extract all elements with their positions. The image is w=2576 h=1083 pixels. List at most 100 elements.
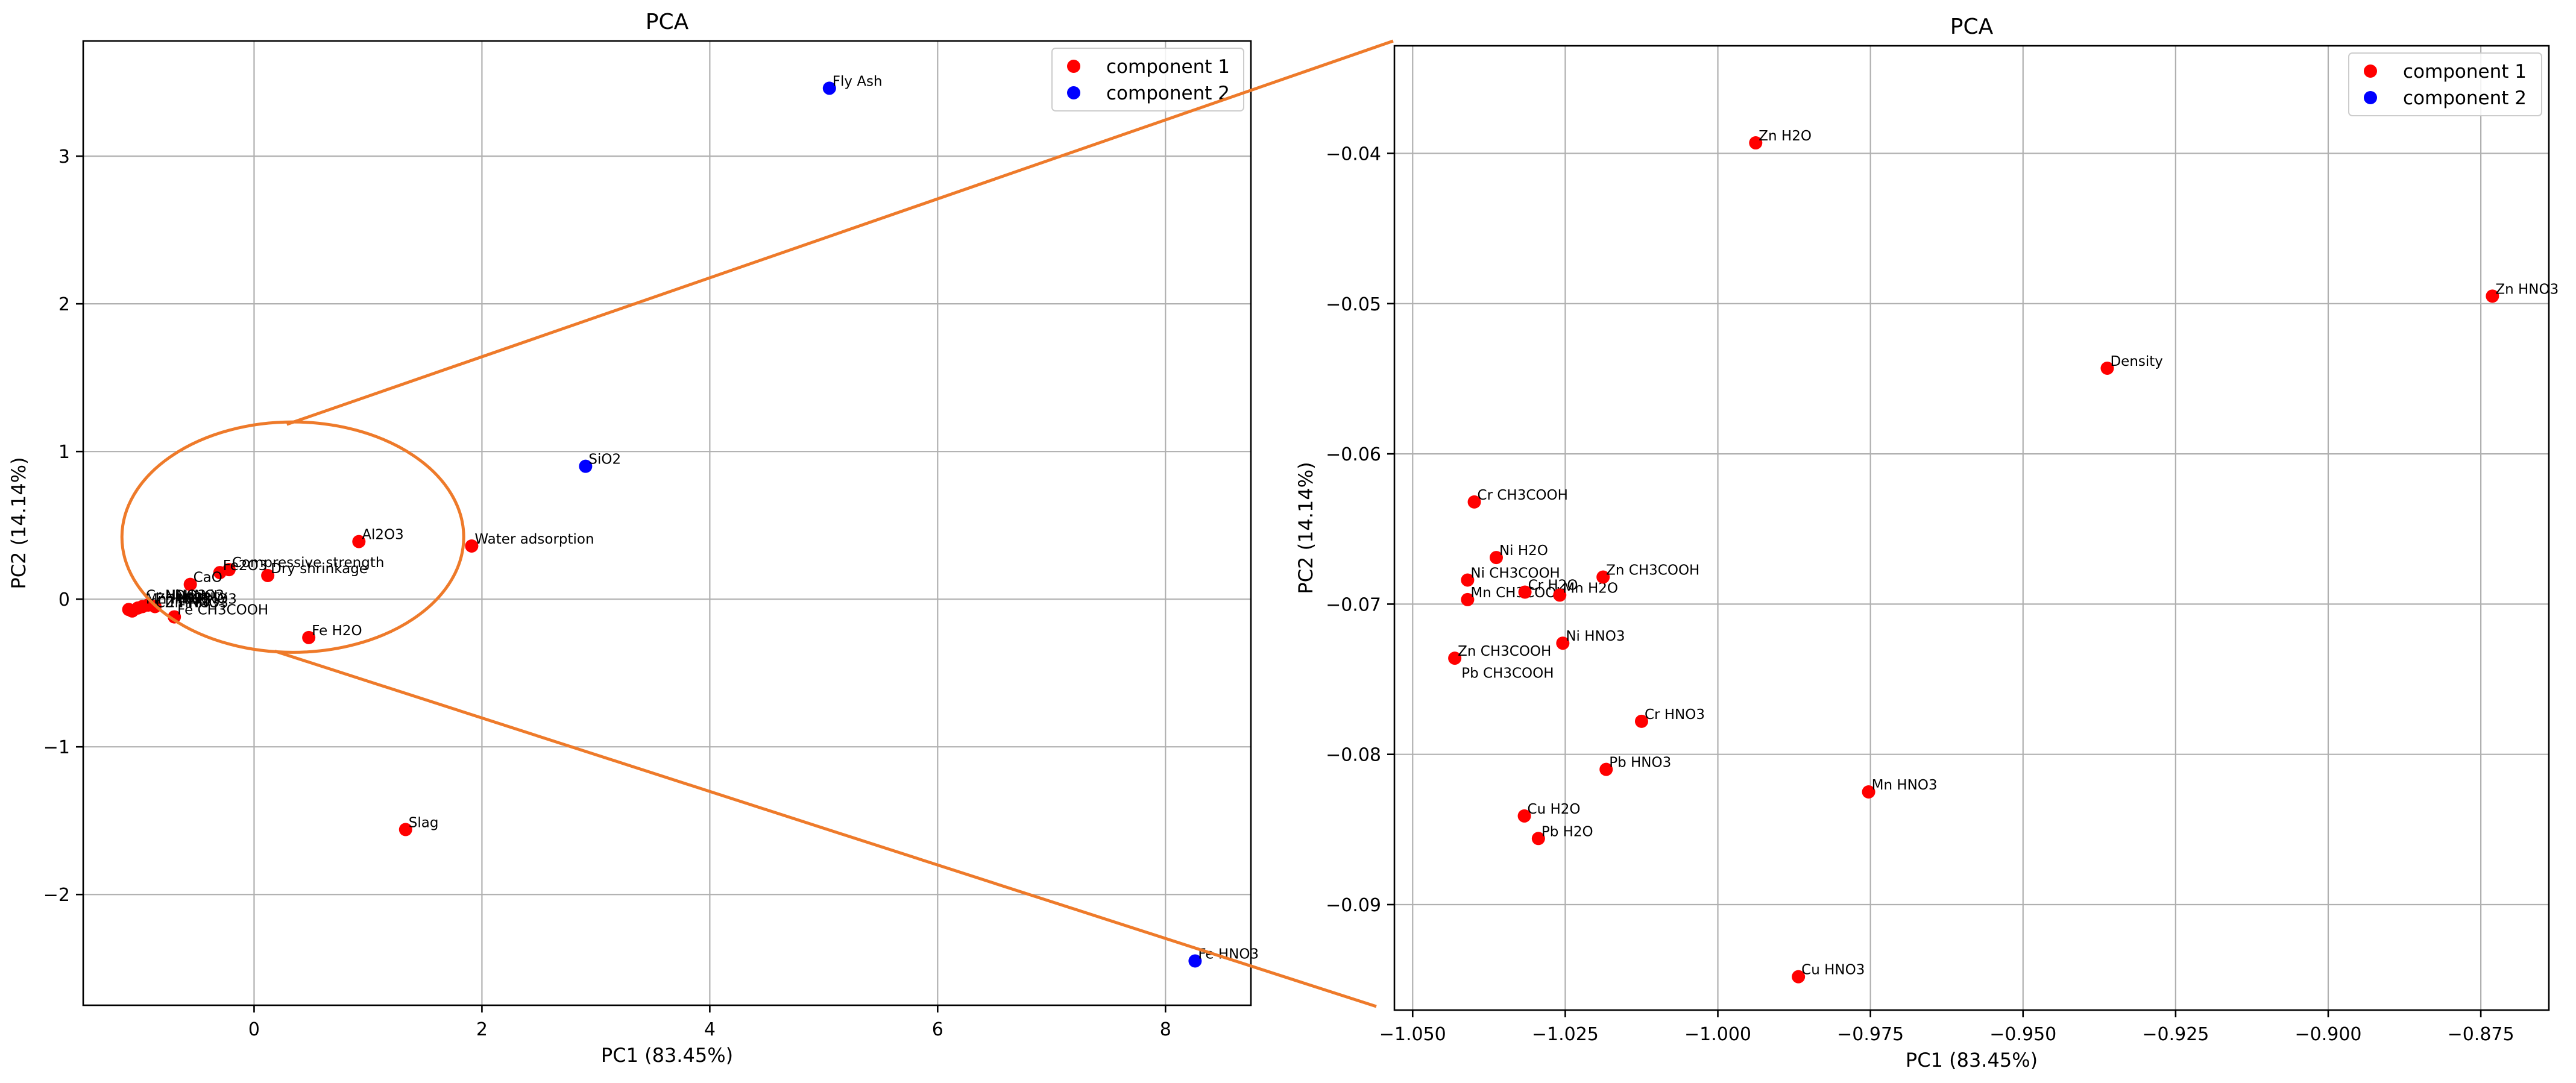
x-tick-label: 0 <box>248 1019 260 1040</box>
y-tick-label: −0.08 <box>1326 745 1381 766</box>
point-label: Mn H2O <box>1563 580 1618 596</box>
point-label: Cr H2O <box>1528 577 1578 593</box>
legend-label: component 1 <box>1106 56 1230 78</box>
data-point <box>168 610 181 624</box>
x-tick-label: −0.900 <box>2294 1024 2361 1045</box>
y-tick-label: −0.07 <box>1326 594 1381 615</box>
data-point <box>1448 651 1462 665</box>
y-tick-label: 1 <box>58 442 70 463</box>
cluster-point-label: Pb HNO3 <box>175 591 237 607</box>
x-tick-label: −0.875 <box>2448 1024 2515 1045</box>
x-tick-label: 8 <box>1160 1019 1171 1040</box>
data-point <box>1596 570 1610 584</box>
point-label: Fly Ash <box>833 74 883 89</box>
data-point <box>261 568 275 582</box>
data-point <box>1467 495 1481 509</box>
plot-area-frame <box>1393 45 2550 1011</box>
data-point <box>2100 361 2114 375</box>
data-point <box>1792 970 1806 984</box>
point-label: Cu HNO3 <box>1801 962 1865 978</box>
x-tick-label: 4 <box>704 1019 716 1040</box>
point-label: Cr HNO3 <box>1645 707 1705 723</box>
data-point <box>2486 289 2499 303</box>
cluster-point-label: Cu HNO3 <box>156 595 219 611</box>
cluster-point-label: Ni HNO3 <box>165 588 224 603</box>
point-label: Water adsorption <box>474 532 594 547</box>
point-label: CaO <box>194 570 222 586</box>
legend: component 1 component 2 <box>2348 52 2542 116</box>
y-tick-label: −1 <box>43 737 70 758</box>
data-point <box>183 577 197 591</box>
point-label: Zn CH3COOH <box>1606 563 1699 579</box>
point-label: Ni CH3COOH <box>1470 566 1560 582</box>
point-label: Al2O3 <box>362 527 404 543</box>
zoom-connector-bottom <box>274 650 1377 1008</box>
zoom-connector-top <box>286 39 1394 426</box>
y-tick-label: 0 <box>58 589 70 611</box>
data-point <box>1188 954 1202 968</box>
y-tick-label: −0.09 <box>1326 895 1381 916</box>
x-tick-label: −0.975 <box>1837 1024 1904 1045</box>
point-label: Cu H2O <box>1528 802 1581 817</box>
legend-box <box>1051 48 1244 111</box>
y-axis-label: PC2 (14.14%) <box>1294 462 1317 594</box>
chart-panel-1: 0 2 4 6 8 −2 −1 0 1 2 3 PCA PC1 (83.45%) PC2 (14.14%)… <box>7 10 1259 1067</box>
data-point <box>822 81 836 95</box>
legend: component 1 component 2 <box>1051 48 1244 111</box>
chart-title: PCA <box>1950 14 1994 39</box>
x-axis-label: PC1 (83.45%) <box>1906 1049 2038 1072</box>
legend-marker <box>2364 91 2377 104</box>
data-point <box>465 539 479 553</box>
data-point <box>1461 573 1475 587</box>
legend-marker <box>1067 86 1080 99</box>
point-label: Fe CH3COOH <box>177 603 268 618</box>
data-point <box>1556 636 1570 650</box>
zoom-ellipse <box>120 420 465 654</box>
plot-area-frame <box>82 40 1252 1006</box>
data-point <box>1749 136 1763 150</box>
legend-label: component 1 <box>2403 61 2527 83</box>
chart-panel-2: −1.050 −1.025 −1.000 −0.975 −0.950 −0.925 −0.9… <box>1294 14 2559 1072</box>
point-label: Density <box>2110 354 2162 369</box>
x-tick-label: −1.050 <box>1379 1024 1446 1045</box>
cluster-point-label: Zn H2O <box>156 591 209 607</box>
x-tick-label: −1.025 <box>1532 1024 1599 1045</box>
legend-marker <box>2364 64 2377 78</box>
point-label: SiO2 <box>588 452 621 468</box>
point-label: Fe2O3 <box>223 558 268 574</box>
point-label: Dry shrinkage <box>271 561 368 577</box>
data-point <box>1531 832 1545 846</box>
x-tick-label: −0.925 <box>2142 1024 2209 1045</box>
legend-label: component 2 <box>2403 87 2527 109</box>
y-tick-label: −0.04 <box>1326 143 1381 165</box>
legend-marker <box>1067 60 1080 73</box>
point-label: Zn CH3COOH <box>1458 644 1551 659</box>
y-axis-label: PC2 (14.14%) <box>7 457 30 589</box>
point-label: Cr CH3COOH <box>1478 488 1568 503</box>
data-point <box>1489 551 1503 565</box>
data-point <box>1518 585 1532 599</box>
data-point <box>1517 809 1531 823</box>
x-axis-label: PC1 (83.45%) <box>601 1044 733 1067</box>
data-point <box>1461 592 1475 606</box>
point-label: Pb CH3COOH <box>1461 666 1554 682</box>
data-point <box>1599 762 1613 776</box>
point-label: Slag <box>409 815 439 830</box>
y-tick-label: −0.05 <box>1326 294 1381 315</box>
data-point <box>1553 588 1567 602</box>
x-tick-label: 6 <box>932 1019 943 1040</box>
data-point <box>302 630 316 644</box>
point-label: Pb H2O <box>1542 824 1593 840</box>
point-label: Compressive strength <box>232 555 385 571</box>
data-point <box>122 603 136 617</box>
legend-label: component 2 <box>1106 83 1230 104</box>
point-label: Zn HNO3 <box>2495 281 2559 297</box>
data-point <box>352 535 366 548</box>
data-point <box>1862 785 1875 799</box>
x-tick-label: 2 <box>476 1019 488 1040</box>
x-tick-label: −1.000 <box>1684 1024 1751 1045</box>
point-label: Zn H2O <box>1759 128 1812 144</box>
cluster-point-label: Mn HNO3 <box>146 591 212 607</box>
cluster-point-label: Cr HNO3 <box>146 588 206 603</box>
